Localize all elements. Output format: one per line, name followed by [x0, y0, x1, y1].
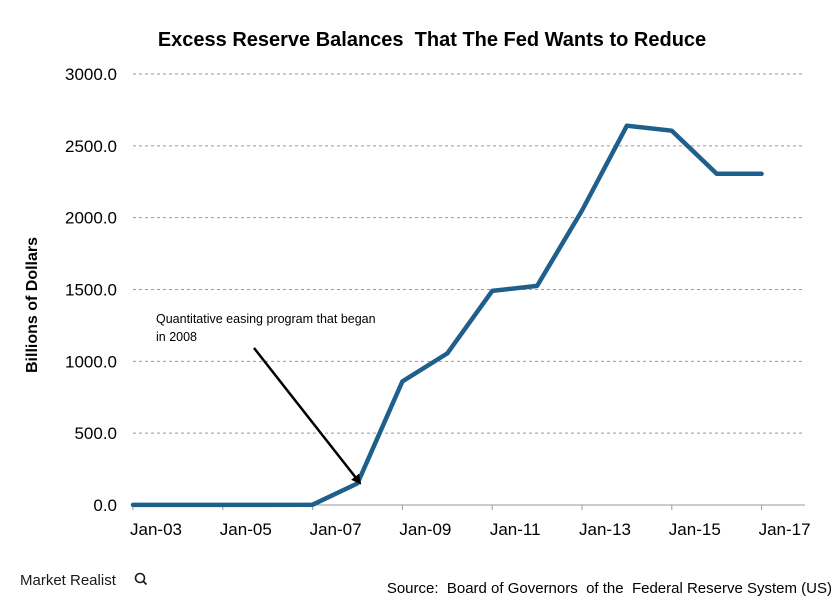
- x-axis-ticks: Jan-03 Jan-05 Jan-07 Jan-09 Jan-11 Jan-13 Jan-…: [130, 505, 811, 539]
- y-tick-label: 2500.0: [65, 137, 117, 156]
- x-tick-label: Jan-15: [669, 520, 721, 539]
- x-tick-label: Jan-11: [490, 520, 541, 539]
- data-point: [177, 504, 179, 506]
- gridlines: [133, 73, 805, 434]
- data-point: [401, 380, 403, 382]
- data-point: [312, 504, 314, 506]
- data-point: [716, 173, 718, 175]
- y-tick-label: 1500.0: [65, 281, 117, 300]
- magnifier-q-icon: [134, 572, 148, 586]
- x-tick-label: Jan-09: [399, 520, 451, 539]
- data-point: [267, 504, 269, 506]
- x-tick-label: Jan-17: [759, 520, 811, 539]
- annotation: Quantitative easing program that began i…: [156, 312, 376, 485]
- y-tick-label: 2000.0: [65, 209, 117, 228]
- x-tick-label: Jan-13: [579, 520, 631, 539]
- data-point: [761, 173, 763, 175]
- data-point: [671, 130, 673, 132]
- brand-name: Market Realist: [20, 572, 117, 589]
- data-point: [446, 352, 448, 354]
- data-point: [581, 209, 583, 211]
- data-point: [132, 504, 134, 506]
- x-tick-label: Jan-03: [130, 520, 182, 539]
- brand-logo: Market Realist: [20, 572, 148, 589]
- y-tick-label: 500.0: [74, 424, 117, 443]
- x-tick-label: Jan-05: [220, 520, 272, 539]
- chart-title: Excess Reserve Balances That The Fed Wan…: [158, 29, 706, 51]
- y-tick-label: 0.0: [93, 496, 117, 515]
- y-tick-label: 3000.0: [65, 65, 117, 84]
- data-point: [626, 125, 628, 127]
- annotation-line-1: Quantitative easing program that began: [156, 312, 376, 326]
- data-point: [222, 504, 224, 506]
- annotation-arrow: [253, 347, 362, 485]
- y-axis-ticks: 0.0 500.0 1000.0 1500.0 2000.0 2500.0 3000.0: [65, 65, 117, 515]
- x-tick-label: Jan-07: [310, 520, 362, 539]
- y-axis-label: Billions of Dollars: [24, 237, 41, 373]
- y-tick-label: 1000.0: [65, 352, 117, 371]
- data-point: [491, 290, 493, 292]
- data-point: [536, 285, 538, 287]
- annotation-line-2: in 2008: [156, 330, 197, 344]
- data-point: [357, 482, 358, 484]
- source-note: Source: Board of Governors of the Federa…: [387, 580, 832, 597]
